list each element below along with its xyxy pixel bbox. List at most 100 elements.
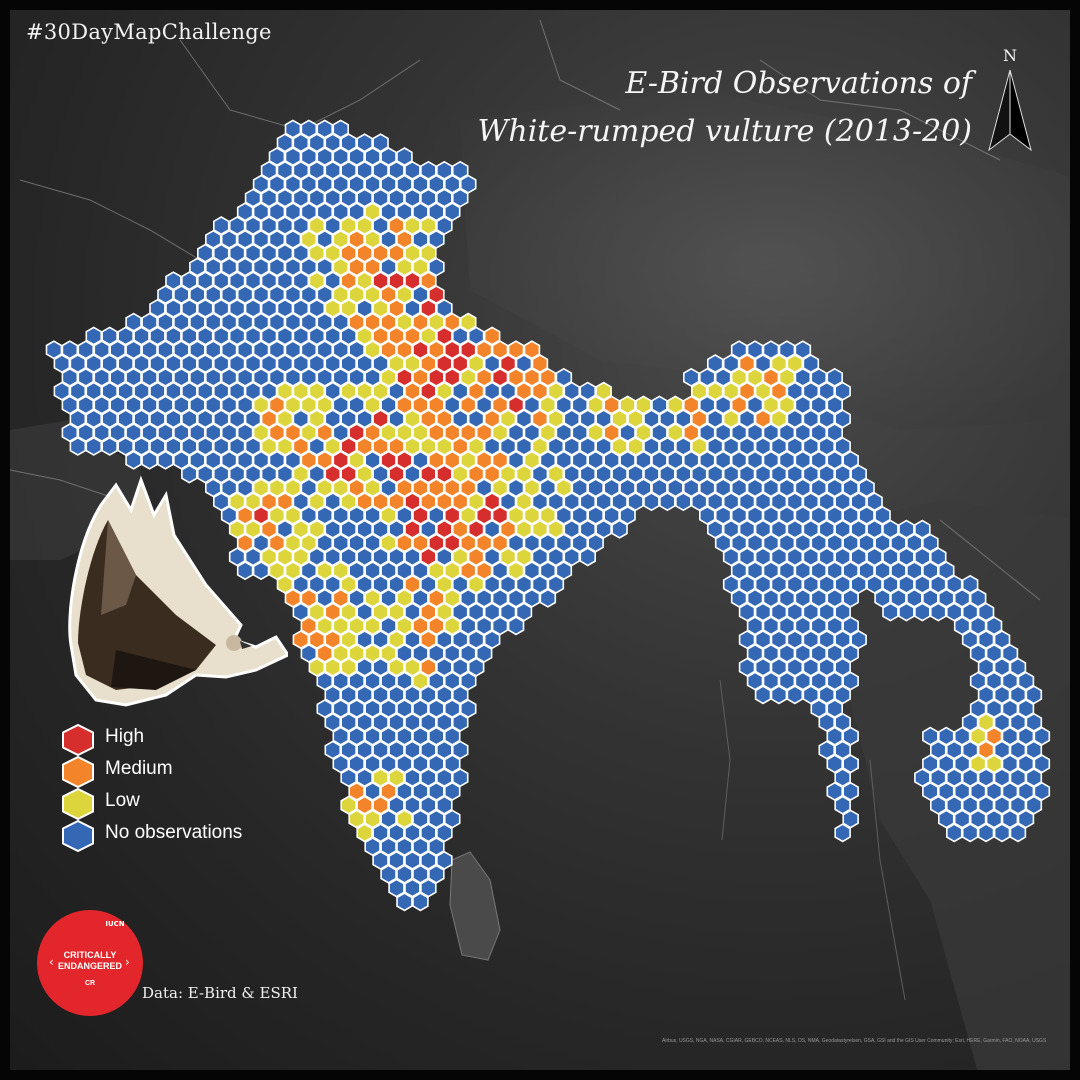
hex-cell	[810, 561, 828, 581]
hex-cell	[810, 643, 828, 663]
hex-cell	[810, 699, 828, 719]
hex-cell	[428, 478, 445, 498]
hex-cell	[396, 423, 413, 443]
hex-cell	[937, 781, 955, 801]
hex-cell	[101, 409, 118, 429]
hex-cell	[236, 367, 254, 387]
hex-cell	[762, 367, 780, 387]
hex-cell	[690, 436, 708, 456]
hex-cell	[675, 409, 692, 429]
hex-cell	[818, 381, 836, 401]
hex-cell	[643, 464, 660, 484]
hex-cell	[858, 533, 875, 553]
chevron-left-icon: ‹	[49, 955, 54, 969]
hex-cell	[340, 685, 357, 705]
hex-cell	[356, 574, 373, 594]
hex-cell	[340, 216, 357, 236]
hex-cell	[380, 561, 397, 581]
hex-cell	[228, 298, 246, 318]
hex-cell	[141, 423, 158, 443]
hex-cell	[834, 436, 851, 456]
hex-cell	[515, 519, 533, 539]
hex-cell	[205, 450, 222, 470]
hex-cell	[372, 271, 389, 291]
hex-cell	[874, 533, 891, 553]
hex-cell	[667, 450, 684, 470]
hex-cell	[929, 740, 947, 760]
hex-cell	[244, 436, 262, 456]
hex-cell	[213, 464, 230, 484]
hex-cell	[292, 133, 310, 153]
hex-cell	[300, 174, 318, 194]
hex-cell	[961, 795, 979, 815]
hex-cell	[380, 671, 397, 691]
hex-cell	[459, 423, 477, 443]
hex-cell	[165, 298, 182, 318]
hexagon-icon	[62, 756, 94, 788]
hex-cell	[284, 561, 302, 581]
hex-cell	[834, 795, 851, 815]
hex-cell	[276, 409, 294, 429]
hex-cell	[181, 381, 198, 401]
hex-cell	[324, 547, 342, 567]
hex-cell	[252, 312, 270, 332]
hex-cell	[165, 326, 182, 346]
hex-cell	[117, 381, 134, 401]
hex-cell	[595, 519, 612, 539]
hex-cell	[993, 795, 1011, 815]
hex-cell	[308, 409, 326, 429]
hex-cell	[396, 864, 413, 884]
hex-cell	[404, 188, 421, 208]
hex-cell	[882, 519, 899, 539]
hex-cell	[348, 588, 365, 608]
hex-cell	[571, 450, 589, 470]
hex-cell	[244, 188, 262, 208]
hex-cell	[388, 436, 405, 456]
hex-cell	[324, 712, 342, 732]
hex-cell	[675, 492, 692, 512]
hex-cell	[738, 464, 756, 484]
hex-cell	[412, 285, 429, 305]
hex-cell	[491, 478, 509, 498]
hex-cell	[898, 547, 915, 567]
hex-cell	[443, 781, 461, 801]
hex-cell	[157, 395, 174, 415]
hex-cell	[308, 160, 326, 180]
hex-cell	[93, 340, 110, 360]
hex-cell	[953, 726, 971, 746]
hex-cell	[324, 381, 342, 401]
hex-cell	[738, 657, 756, 677]
hex-cell	[101, 436, 118, 456]
hex-cell	[428, 726, 445, 746]
hex-cell	[762, 450, 780, 470]
hex-cell	[316, 174, 334, 194]
hex-cell	[268, 450, 286, 470]
hex-cell	[412, 450, 429, 470]
hex-cell	[189, 367, 206, 387]
hex-cell	[260, 271, 278, 291]
hex-cell	[459, 588, 477, 608]
hex-cell	[324, 685, 342, 705]
hex-cell	[292, 492, 310, 512]
hex-cell	[340, 436, 357, 456]
hex-cell	[300, 119, 318, 139]
hex-cell	[842, 781, 859, 801]
hex-cell	[316, 285, 334, 305]
hex-cell	[491, 616, 509, 636]
hex-cell	[428, 285, 445, 305]
hex-cell	[778, 561, 796, 581]
hex-cell	[292, 216, 310, 236]
hex-cell	[850, 630, 867, 650]
hex-cell	[802, 574, 820, 594]
hex-cell	[292, 271, 310, 291]
hex-cell	[213, 354, 230, 374]
hex-cell	[866, 519, 883, 539]
hex-cell	[810, 450, 828, 470]
hex-cell	[69, 381, 87, 401]
hex-cell	[364, 699, 381, 719]
hex-cell	[173, 395, 190, 415]
hex-cell	[770, 436, 788, 456]
hex-cell	[252, 478, 270, 498]
hex-cell	[189, 423, 206, 443]
hex-cell	[356, 354, 373, 374]
